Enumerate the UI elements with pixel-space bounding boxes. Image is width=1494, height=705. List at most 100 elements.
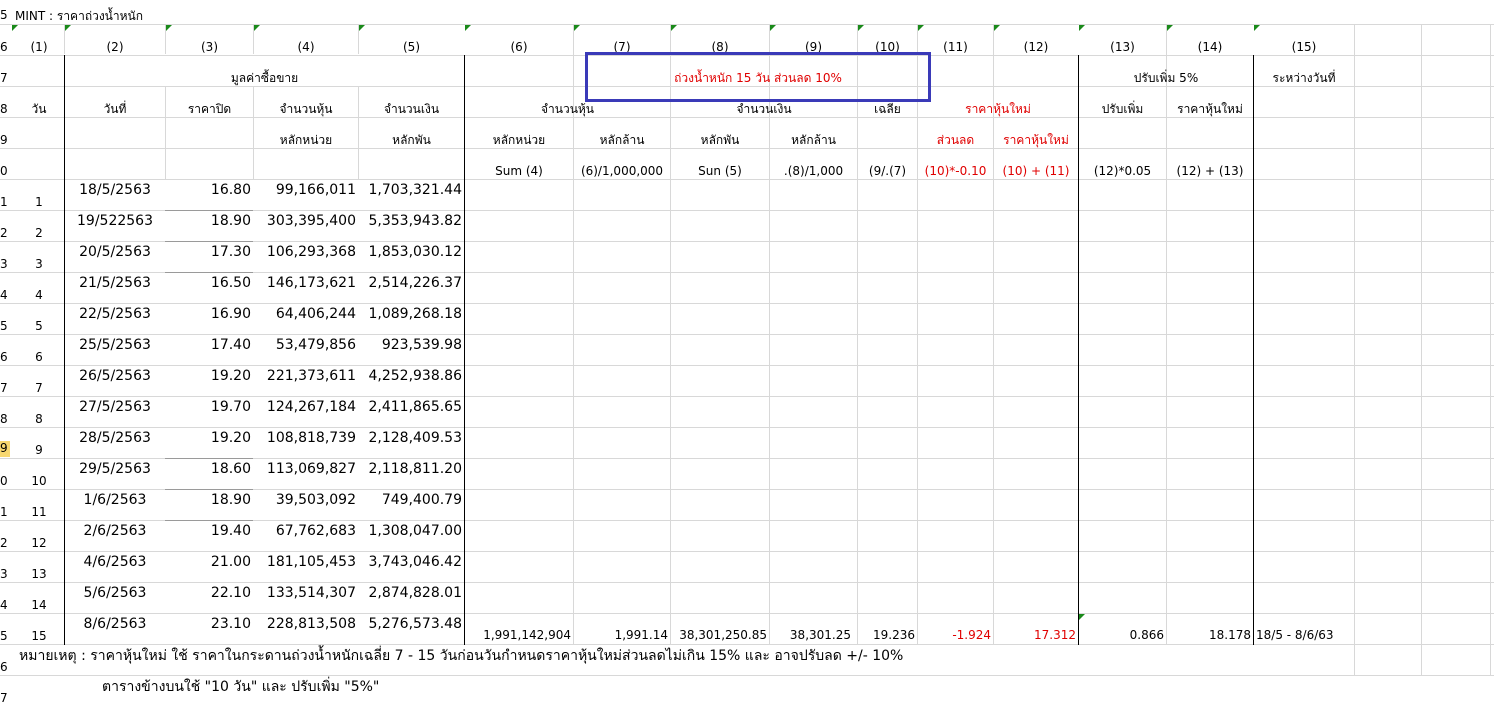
row-number[interactable]: 8 [0,412,8,426]
row-number[interactable]: 7 [0,691,8,705]
comment-indicator-icon[interactable] [671,25,677,31]
shares-cell[interactable]: 221,373,611 [266,368,356,384]
date-cell[interactable]: 5/6/2563 [83,585,147,601]
row-number[interactable]: 0 [0,164,8,178]
close-cell[interactable]: 18.90 [210,492,251,508]
shares-cell[interactable]: 64,406,244 [275,306,356,322]
close-cell[interactable]: 17.30 [210,244,251,260]
row-number[interactable]: 0 [0,474,8,488]
row-number[interactable]: 8 [0,102,8,116]
row-number[interactable]: 6 [0,660,8,674]
date-cell[interactable]: 28/5/2563 [79,430,151,446]
close-cell[interactable]: 19.40 [210,523,251,539]
date-cell[interactable]: 20/5/2563 [79,244,151,260]
day-cell[interactable]: 6 [35,350,43,364]
formula-14[interactable]: (12) + (13) [1176,164,1244,178]
row-number[interactable]: 1 [0,505,8,519]
comment-indicator-icon[interactable] [858,25,864,31]
header-average[interactable]: เฉลี่ย [874,102,901,116]
sheet-title[interactable]: MINT : ราคาถ่วงน้ำหนัก [15,9,144,23]
col-number[interactable]: (7) [613,40,631,54]
total-new-price-adjusted[interactable]: 18.178 [1209,628,1251,642]
header-market-value[interactable]: มูลค่าซื้อขาย [230,71,299,85]
date-cell[interactable]: 26/5/2563 [79,368,151,384]
note-line-1[interactable]: หมายเหตุ : ราคาหุ้นใหม่ ใช้ ราคาในกระดาน… [19,648,904,664]
close-cell[interactable]: 19.70 [210,399,251,415]
formula-7[interactable]: (6)/1,000,000 [580,164,664,178]
col-number[interactable]: (4) [297,40,315,54]
shares-cell[interactable]: 53,479,856 [275,337,356,353]
comment-indicator-icon[interactable] [166,25,172,31]
comment-indicator-icon[interactable] [65,25,71,31]
money-cell[interactable]: 1,089,268.18 [368,306,462,322]
header-money-amount[interactable]: จำนวนเงิน [383,102,440,116]
close-cell[interactable]: 23.10 [210,616,251,632]
header-between-dates[interactable]: ระหว่างวันที่ [1272,71,1336,85]
total-money-sum[interactable]: 38,301,250.85 [679,628,767,642]
header-date[interactable]: วันที่ [103,102,127,116]
day-cell[interactable]: 12 [31,536,47,550]
shares-cell[interactable]: 108,818,739 [266,430,356,446]
row-number[interactable]: 9 [0,133,8,147]
day-cell[interactable]: 10 [31,474,47,488]
col-number[interactable]: (15) [1291,40,1317,54]
total-adjust[interactable]: 0.866 [1129,628,1164,642]
col-number[interactable]: (5) [403,40,420,54]
row-number[interactable]: 4 [0,288,8,302]
row-number[interactable]: 2 [0,536,8,550]
money-cell[interactable]: 1,703,321.44 [368,182,462,198]
header-day[interactable]: วัน [31,102,47,116]
close-cell[interactable]: 21.00 [210,554,251,570]
formula-11[interactable]: (10)*-0.10 [924,164,987,178]
header-shares-count[interactable]: จำนวนหุ้น [279,102,333,116]
row-number[interactable]: 5 [0,319,8,333]
money-cell[interactable]: 2,411,865.65 [368,399,462,415]
shares-cell[interactable]: 181,105,453 [266,554,356,570]
note-line-2[interactable]: ตารางข้างบนใช้ "10 วัน" และ ปรับเพิ่ม "5… [102,679,380,695]
date-cell[interactable]: 8/6/2563 [83,616,147,632]
header-unit-units[interactable]: หลักหน่วย [279,133,333,147]
date-cell[interactable]: 25/5/2563 [79,337,151,353]
date-cell[interactable]: 27/5/2563 [79,399,151,415]
money-cell[interactable]: 2,874,828.01 [368,585,462,601]
col-number[interactable]: (12) [1023,40,1049,54]
day-cell[interactable]: 7 [35,381,43,395]
shares-cell[interactable]: 99,166,011 [275,182,356,198]
col-number[interactable]: (9) [805,40,822,54]
row-number[interactable]: 6 [0,350,8,364]
close-cell[interactable]: 18.60 [210,461,251,477]
money-cell[interactable]: 1,308,047.00 [368,523,462,539]
money-cell[interactable]: 2,514,226.37 [368,275,462,291]
header-new-share-price-2[interactable]: ราคาหุ้นใหม่ [1177,102,1243,116]
money-cell[interactable]: 749,400.79 [381,492,462,508]
date-cell[interactable]: 19/522563 [77,213,153,229]
money-cell[interactable]: 5,276,573.48 [368,616,462,632]
close-cell[interactable]: 19.20 [210,430,251,446]
comment-indicator-icon[interactable] [1079,25,1085,31]
shares-cell[interactable]: 113,069,827 [266,461,356,477]
day-cell[interactable]: 13 [31,567,47,581]
row-number[interactable]: 3 [0,257,8,271]
header-unit-units-2[interactable]: หลักหน่วย [492,133,546,147]
header-unit-thousands-2[interactable]: หลักพัน [700,133,740,147]
comment-indicator-icon[interactable] [465,25,471,31]
row-number[interactable]: 5 [0,629,8,643]
day-cell[interactable]: 3 [35,257,43,271]
comment-indicator-icon[interactable] [1167,25,1173,31]
row-number[interactable]: 7 [0,71,8,85]
day-cell[interactable]: 8 [35,412,43,426]
formula-6[interactable]: Sum (4) [495,164,543,178]
formula-9[interactable]: .(8)/1,000 [783,164,844,178]
total-shares-millions[interactable]: 1,991.14 [614,628,668,642]
close-cell[interactable]: 16.90 [210,306,251,322]
close-cell[interactable]: 19.20 [210,368,251,384]
formula-12[interactable]: (10) + (11) [1002,164,1070,178]
shares-cell[interactable]: 67,762,683 [275,523,356,539]
comment-indicator-icon[interactable] [359,25,365,31]
comment-indicator-icon[interactable] [12,25,18,31]
header-weighted-box[interactable]: ถ่วงน้ำหนัก 15 วัน ส่วนลด 10% [674,71,842,85]
shares-cell[interactable]: 303,395,400 [266,213,356,229]
close-cell[interactable]: 16.50 [210,275,251,291]
formula-13[interactable]: (12)*0.05 [1093,164,1152,178]
money-cell[interactable]: 1,853,030.12 [368,244,462,260]
